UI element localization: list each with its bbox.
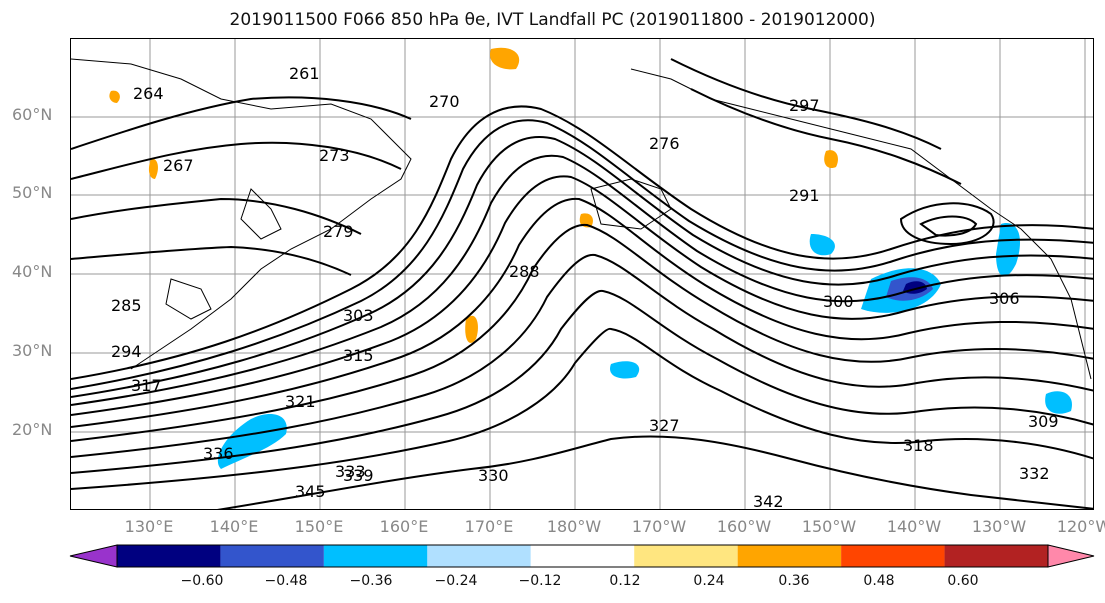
colorbar-tick: −0.24 (434, 573, 478, 589)
contour-label: 317 (131, 376, 162, 395)
contour-label: 318 (903, 436, 934, 455)
contour-label: 309 (1028, 412, 1059, 431)
map-title: 2019011500 F066 850 hPa θe, IVT Landfall… (229, 10, 876, 30)
lon-label: 160°W (716, 517, 772, 536)
contour-label: 332 (1019, 464, 1050, 483)
colorbar-tick: −0.12 (518, 573, 562, 589)
contour-label: 342 (753, 492, 784, 510)
colorbar-bin (944, 545, 1048, 567)
lon-label: 140°E (209, 517, 259, 536)
graticule (71, 39, 1093, 509)
contour-label: 291 (789, 186, 820, 205)
contour-label: 297 (789, 96, 820, 115)
lat-label: 20°N (12, 420, 53, 439)
colorbar-tick: 0.24 (693, 573, 725, 589)
lat-label: 60°N (12, 105, 53, 124)
contour-label: 273 (319, 146, 350, 165)
colorbar-bin (841, 545, 945, 567)
lon-label: 170°E (464, 517, 514, 536)
lon-label: 180°W (546, 517, 602, 536)
contour-labels: 264 261 270 267 279 273 276 285 288 294 … (111, 64, 1059, 510)
colorbar-outline (116, 544, 1049, 568)
colorbar-tick: −0.48 (264, 573, 308, 589)
colorbar-tick: −0.60 (180, 573, 224, 589)
colorbar-bin (220, 545, 324, 567)
colorbar-tick: 0.60 (947, 573, 979, 589)
contour-label: 336 (203, 444, 234, 463)
theta-e-contours (71, 58, 1093, 509)
lon-label: 170°W (631, 517, 687, 536)
lon-label: 140°W (886, 517, 942, 536)
lon-label: 150°E (294, 517, 344, 536)
lat-label: 30°N (12, 341, 53, 360)
colorbar-bin (427, 545, 531, 567)
contour-label: 267 (163, 156, 194, 175)
contour-label: 279 (323, 222, 354, 241)
contour-label: 294 (111, 342, 142, 361)
colorbar-tick: 0.12 (609, 573, 641, 589)
colorbar-bin (117, 545, 221, 567)
map-panel: 264 261 270 267 279 273 276 285 288 294 … (70, 38, 1094, 510)
colorbar-bin (737, 545, 842, 567)
contour-label: 345 (295, 482, 326, 501)
contour-label: 306 (989, 289, 1020, 308)
contour-label: 285 (111, 296, 142, 315)
colorbar (69, 544, 1095, 568)
contour-label: 339 (343, 466, 374, 485)
lat-label: 40°N (12, 262, 53, 281)
colorbar-bin (634, 545, 738, 567)
contour-label: 303 (343, 306, 374, 325)
contour-label: 327 (649, 416, 680, 435)
contour-label: 333 (335, 462, 366, 481)
lat-label: 50°N (12, 183, 53, 202)
contour-label: 300 (823, 292, 854, 311)
lon-label: 160°E (379, 517, 429, 536)
lon-label: 120°W (1056, 517, 1105, 536)
contour-label: 321 (285, 392, 316, 411)
map-svg: 264 261 270 267 279 273 276 285 288 294 … (71, 39, 1093, 510)
colorbar-tick: 0.48 (863, 573, 895, 589)
colorbar-tick: −0.36 (349, 573, 393, 589)
colorbar-bin (530, 545, 635, 567)
contour-label: 288 (509, 262, 540, 281)
colorbar-extend-max (1047, 544, 1095, 568)
colorbar-extend-min (69, 544, 118, 568)
contour-label: 330 (478, 466, 509, 485)
contour-label: 315 (343, 346, 374, 365)
lon-label: 150°W (801, 517, 857, 536)
contour-label: 270 (429, 92, 460, 111)
anomaly-patches (109, 47, 1072, 469)
contour-label: 261 (289, 64, 320, 83)
colorbar-tick: 0.36 (778, 573, 810, 589)
contour-label: 276 (649, 134, 680, 153)
lon-label: 130°E (124, 517, 174, 536)
colorbar-bin (323, 545, 428, 567)
lon-label: 130°W (971, 517, 1027, 536)
contour-label: 264 (133, 84, 164, 103)
